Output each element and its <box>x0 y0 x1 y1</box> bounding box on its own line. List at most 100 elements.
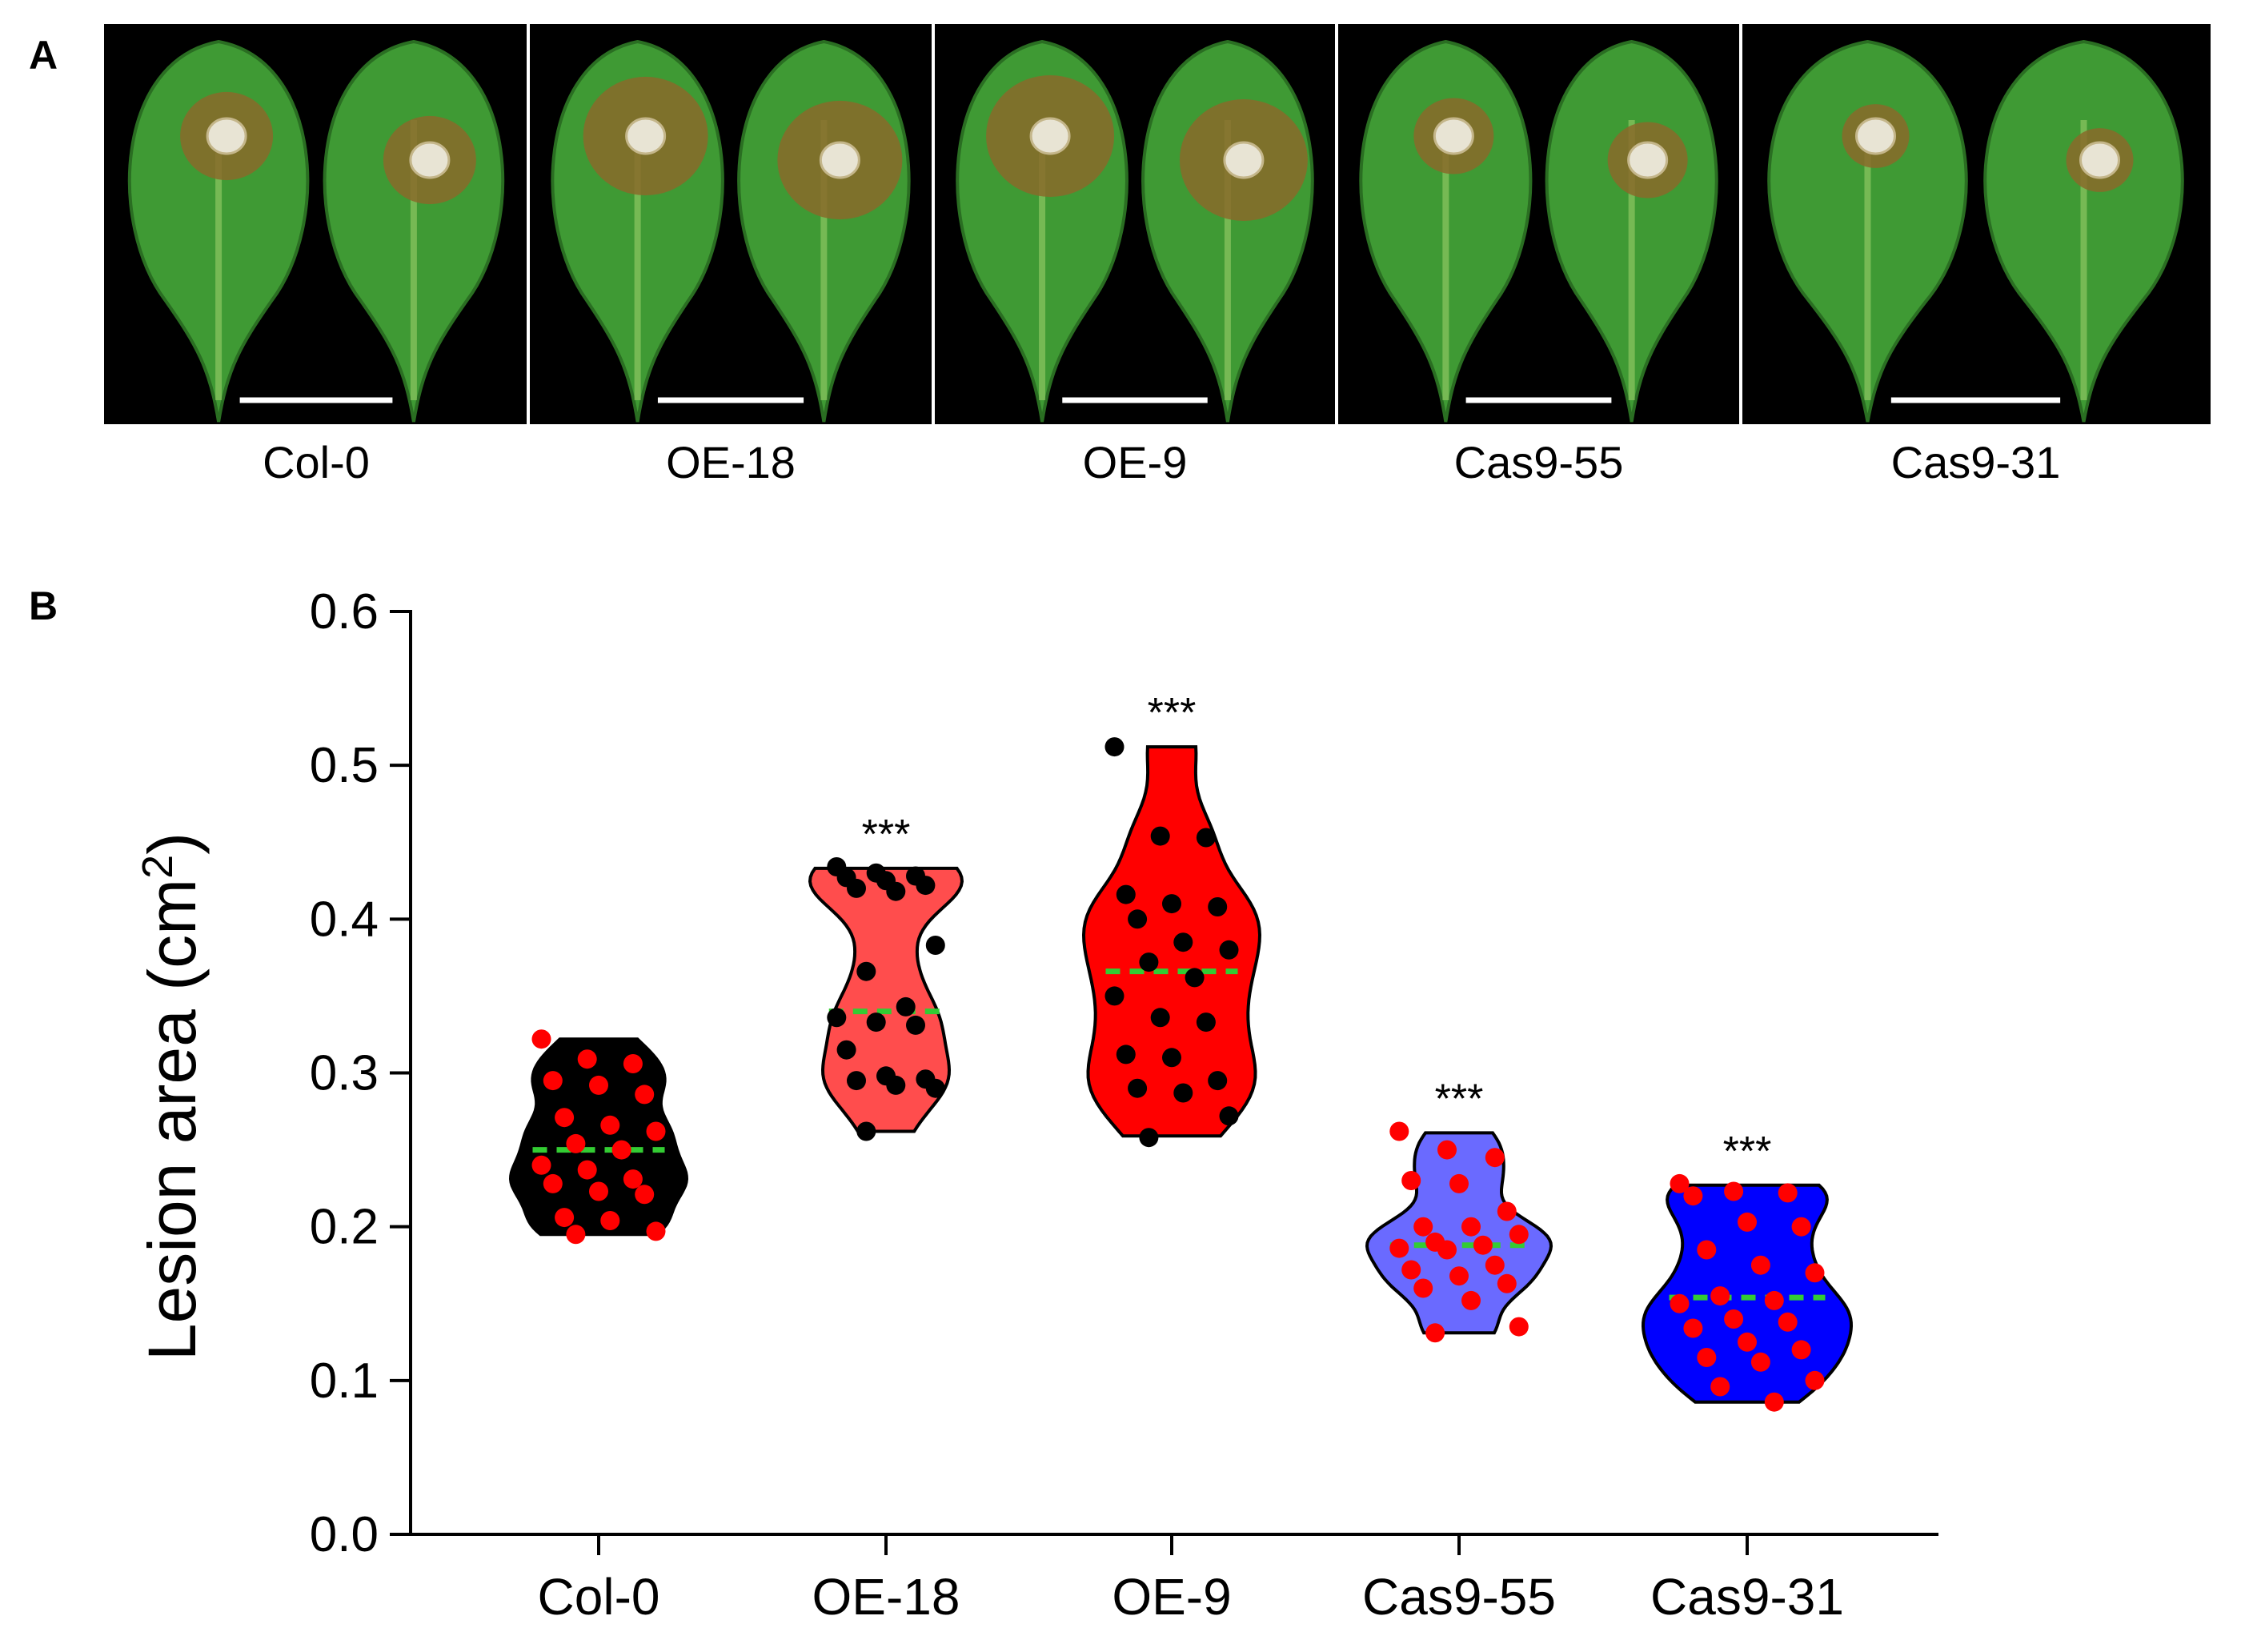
data-point <box>827 1008 847 1028</box>
data-point <box>566 1133 586 1153</box>
data-point <box>836 1040 856 1060</box>
y-tick-label: 0.6 <box>310 584 379 640</box>
violin-group-col-0 <box>508 1029 689 1245</box>
data-point <box>916 876 936 896</box>
data-point <box>1485 1148 1505 1168</box>
data-point <box>1425 1323 1445 1343</box>
data-point <box>1196 1012 1216 1032</box>
data-point <box>555 1108 575 1128</box>
agar-plug <box>625 117 667 155</box>
data-point <box>1173 932 1193 952</box>
agar-plug <box>2079 141 2121 179</box>
data-point <box>1670 1293 1690 1313</box>
y-tick-label: 0.4 <box>310 892 379 947</box>
data-point <box>1208 897 1228 916</box>
data-point <box>1116 884 1136 904</box>
data-point <box>1173 1083 1193 1103</box>
data-point <box>611 1140 631 1160</box>
data-point <box>1778 1183 1798 1203</box>
significance-label: *** <box>1723 1129 1772 1175</box>
significance-label: *** <box>1435 1076 1484 1122</box>
data-point <box>635 1085 655 1105</box>
data-point <box>600 1211 620 1230</box>
data-point <box>1389 1238 1409 1258</box>
data-point <box>543 1071 563 1091</box>
data-point <box>1104 737 1124 757</box>
data-point <box>1413 1278 1433 1298</box>
data-point <box>906 1015 925 1035</box>
data-point <box>531 1029 551 1049</box>
data-point <box>1437 1140 1457 1160</box>
data-point <box>1750 1255 1770 1275</box>
data-point <box>589 1181 608 1201</box>
data-point <box>1104 986 1124 1006</box>
data-point <box>1738 1332 1757 1352</box>
x-tick-label: OE-9 <box>1112 1568 1231 1626</box>
data-point <box>1162 894 1181 914</box>
photo-label: OE-18 <box>666 437 796 487</box>
agar-plug <box>1029 117 1071 155</box>
data-point <box>646 1221 666 1241</box>
data-point <box>1461 1217 1481 1237</box>
data-point <box>925 1078 945 1098</box>
data-point <box>886 1075 906 1095</box>
agar-plug <box>1854 117 1896 155</box>
agar-plug <box>206 117 247 155</box>
data-point <box>1185 968 1205 988</box>
violin-chart: 0.0 0.1 0.2 0.3 0.4 0.5 0.6 Col-0 OE-18 OE-9 Cas9-… <box>310 584 1938 1626</box>
data-point <box>1497 1273 1517 1293</box>
data-point <box>1139 1128 1159 1148</box>
data-point <box>1219 940 1239 960</box>
data-point <box>646 1121 666 1141</box>
data-point <box>566 1225 586 1245</box>
data-point <box>886 881 906 901</box>
leaf-photo-strip <box>104 24 2211 424</box>
data-point <box>1764 1392 1784 1412</box>
agar-plug <box>1627 141 1669 179</box>
data-point <box>1724 1309 1744 1329</box>
data-point <box>1150 826 1170 846</box>
photo-divider <box>932 24 935 424</box>
data-point <box>896 996 916 1016</box>
agar-plug <box>819 141 860 179</box>
photo-panel-cas9-55 <box>1359 39 1718 423</box>
data-point <box>1497 1201 1517 1221</box>
photo-label: Cas9-55 <box>1453 437 1624 487</box>
y-axis-label-text: Lesion area (cm <box>134 878 210 1361</box>
data-point <box>600 1115 620 1135</box>
photo-divider <box>527 24 530 424</box>
data-point <box>1805 1263 1825 1283</box>
data-point <box>1401 1260 1421 1280</box>
data-point <box>1697 1348 1717 1367</box>
data-point <box>1724 1181 1744 1201</box>
photo-divider <box>1335 24 1338 424</box>
y-tick-label: 0.0 <box>310 1507 379 1562</box>
data-point <box>1509 1317 1529 1337</box>
data-point <box>555 1208 575 1228</box>
data-point <box>1139 952 1159 972</box>
data-point <box>1449 1266 1469 1286</box>
photo-label: OE-9 <box>1082 437 1188 487</box>
data-point <box>1485 1255 1505 1275</box>
data-point <box>1128 1078 1148 1098</box>
data-point <box>577 1160 597 1180</box>
photo-panel-oe-18 <box>551 39 911 423</box>
x-tick-label: Cas9-55 <box>1362 1568 1556 1626</box>
data-point <box>577 1049 597 1069</box>
data-point <box>1750 1352 1770 1372</box>
data-point <box>1697 1240 1717 1260</box>
y-axis-label-close: ) <box>134 832 210 855</box>
significance-label: *** <box>1148 690 1197 736</box>
data-point <box>847 1071 866 1091</box>
violin-group-oe-18: *** <box>808 812 964 1141</box>
data-point <box>1196 828 1216 848</box>
data-point <box>1738 1212 1757 1232</box>
data-point <box>856 961 876 981</box>
data-point <box>856 1121 876 1141</box>
data-point <box>1683 1318 1703 1338</box>
data-point <box>1509 1225 1529 1245</box>
data-point <box>1791 1340 1811 1360</box>
data-point <box>1150 1008 1170 1028</box>
data-point <box>1670 1173 1690 1193</box>
data-point <box>1791 1217 1811 1237</box>
